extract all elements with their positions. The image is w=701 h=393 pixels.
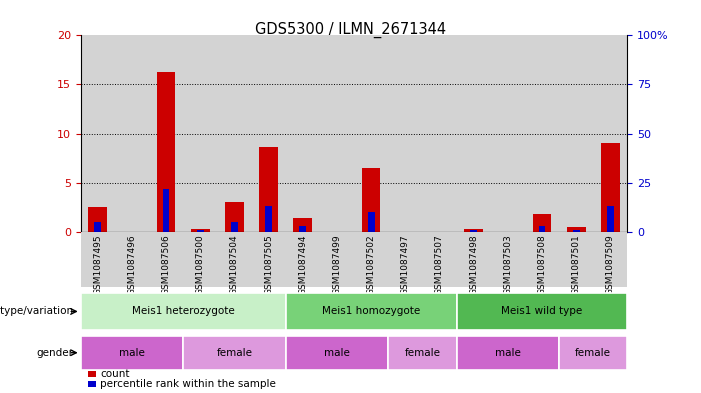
- Bar: [320, 232, 354, 287]
- Bar: [354, 232, 388, 287]
- Bar: [538, 226, 545, 232]
- Bar: [388, 232, 422, 287]
- Text: count: count: [100, 369, 130, 379]
- Bar: [286, 232, 320, 287]
- Bar: [559, 35, 593, 232]
- Bar: [464, 229, 483, 232]
- Text: GSM1087497: GSM1087497: [401, 235, 410, 295]
- Bar: [573, 230, 580, 232]
- Text: GSM1087503: GSM1087503: [503, 235, 512, 296]
- Bar: [470, 230, 477, 232]
- Bar: [354, 35, 388, 232]
- Bar: [265, 206, 272, 232]
- Bar: [362, 168, 381, 232]
- Bar: [593, 232, 627, 287]
- Text: genotype/variation: genotype/variation: [0, 307, 74, 316]
- Bar: [183, 336, 286, 369]
- Bar: [286, 35, 320, 232]
- Text: GSM1087501: GSM1087501: [571, 235, 580, 296]
- Bar: [388, 336, 456, 369]
- Text: GSM1087504: GSM1087504: [230, 235, 239, 295]
- Bar: [559, 336, 627, 369]
- Text: percentile rank within the sample: percentile rank within the sample: [100, 379, 276, 389]
- Bar: [115, 35, 149, 232]
- Bar: [94, 222, 101, 232]
- Bar: [225, 202, 244, 232]
- Text: Meis1 heterozygote: Meis1 heterozygote: [132, 307, 235, 316]
- Text: GDS5300 / ILMN_2671344: GDS5300 / ILMN_2671344: [255, 22, 446, 38]
- Text: Meis1 homozygote: Meis1 homozygote: [322, 307, 420, 316]
- Bar: [81, 293, 286, 330]
- Bar: [217, 35, 252, 232]
- Bar: [191, 229, 210, 232]
- Bar: [286, 293, 456, 330]
- Bar: [320, 35, 354, 232]
- Bar: [81, 232, 115, 287]
- Text: GSM1087508: GSM1087508: [538, 235, 547, 296]
- Bar: [81, 336, 183, 369]
- Text: GSM1087499: GSM1087499: [332, 235, 341, 295]
- Bar: [456, 232, 491, 287]
- Bar: [81, 35, 115, 232]
- Text: male: male: [324, 348, 350, 358]
- Bar: [491, 35, 525, 232]
- Text: GSM1087506: GSM1087506: [161, 235, 170, 296]
- Bar: [217, 232, 252, 287]
- Bar: [422, 35, 456, 232]
- Bar: [149, 232, 183, 287]
- Bar: [456, 336, 559, 369]
- Bar: [197, 230, 204, 232]
- Bar: [491, 232, 525, 287]
- Bar: [367, 212, 374, 232]
- Bar: [163, 189, 170, 232]
- Text: GSM1087509: GSM1087509: [606, 235, 615, 296]
- Text: GSM1087500: GSM1087500: [196, 235, 205, 296]
- Bar: [299, 226, 306, 232]
- Bar: [525, 232, 559, 287]
- Bar: [88, 207, 107, 232]
- Bar: [156, 72, 175, 232]
- Text: GSM1087505: GSM1087505: [264, 235, 273, 296]
- Bar: [231, 222, 238, 232]
- Bar: [286, 336, 388, 369]
- Text: GSM1087498: GSM1087498: [469, 235, 478, 295]
- Bar: [533, 214, 552, 232]
- Bar: [525, 35, 559, 232]
- Text: female: female: [404, 348, 440, 358]
- Bar: [607, 206, 614, 232]
- Bar: [601, 143, 620, 232]
- Bar: [183, 232, 217, 287]
- Text: GSM1087494: GSM1087494: [298, 235, 307, 295]
- Bar: [566, 227, 585, 232]
- Bar: [559, 232, 593, 287]
- Text: Meis1 wild type: Meis1 wild type: [501, 307, 583, 316]
- Bar: [252, 35, 286, 232]
- Bar: [149, 35, 183, 232]
- Text: GSM1087502: GSM1087502: [367, 235, 376, 295]
- Text: male: male: [119, 348, 145, 358]
- Bar: [115, 232, 149, 287]
- Bar: [293, 218, 312, 232]
- Bar: [259, 147, 278, 232]
- Bar: [456, 35, 491, 232]
- Text: female: female: [217, 348, 252, 358]
- Bar: [456, 293, 627, 330]
- Text: GSM1087496: GSM1087496: [128, 235, 137, 295]
- Bar: [388, 35, 422, 232]
- Text: female: female: [576, 348, 611, 358]
- Bar: [252, 232, 286, 287]
- Bar: [593, 35, 627, 232]
- Text: GSM1087507: GSM1087507: [435, 235, 444, 296]
- Text: gender: gender: [36, 348, 74, 358]
- Bar: [183, 35, 217, 232]
- Text: GSM1087495: GSM1087495: [93, 235, 102, 295]
- Text: male: male: [495, 348, 521, 358]
- Bar: [422, 232, 456, 287]
